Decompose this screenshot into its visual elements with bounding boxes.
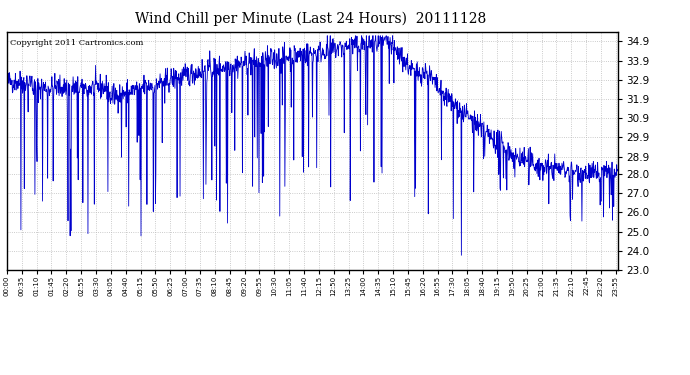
Text: Copyright 2011 Cartronics.com: Copyright 2011 Cartronics.com (10, 39, 144, 47)
Text: Wind Chill per Minute (Last 24 Hours)  20111128: Wind Chill per Minute (Last 24 Hours) 20… (135, 11, 486, 26)
